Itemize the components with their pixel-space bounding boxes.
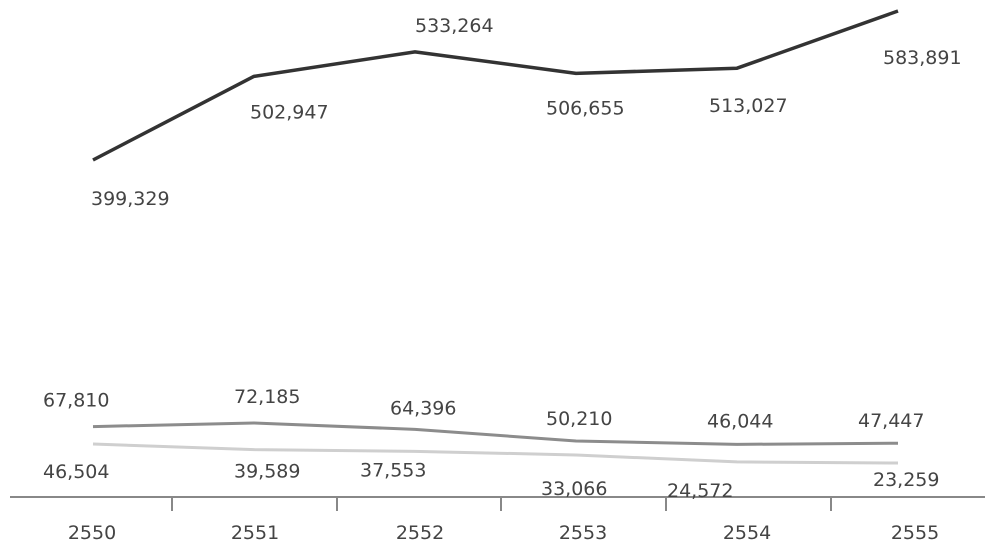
x-tick-label: 2551 [231,522,279,543]
data-label: 46,044 [707,410,773,432]
data-label: 47,447 [858,410,924,432]
x-axis-ticks [171,497,832,511]
data-label: 583,891 [883,47,962,69]
data-labels: 399,329 502,947 533,264 506,655 513,027 583,8… [43,15,962,502]
data-label: 24,572 [667,480,733,502]
data-label: 64,396 [390,397,456,419]
data-label: 67,810 [43,390,109,412]
series-lines [92,9,899,465]
x-tick-label: 2555 [891,522,939,543]
data-label: 533,264 [415,15,494,37]
data-label: 502,947 [250,101,329,123]
x-tick-label: 2552 [396,522,444,543]
data-label: 506,655 [546,97,625,119]
x-tick-label: 2550 [68,522,116,543]
data-label: 46,504 [43,461,109,483]
series-line-1 [92,421,899,446]
x-tick-label: 2554 [723,522,771,543]
series-line-2 [92,442,899,465]
data-label: 72,185 [234,386,300,408]
data-label: 23,259 [873,469,939,491]
data-label: 50,210 [546,408,612,430]
data-label: 399,329 [91,188,170,210]
series-line-0 [92,9,899,162]
x-tick-label: 2553 [559,522,607,543]
data-label: 37,553 [360,459,426,481]
data-label: 33,066 [541,478,607,500]
x-axis-labels: 2550 2551 2552 2553 2554 2555 [68,522,939,543]
data-label: 39,589 [234,461,300,483]
data-label: 513,027 [709,95,788,117]
